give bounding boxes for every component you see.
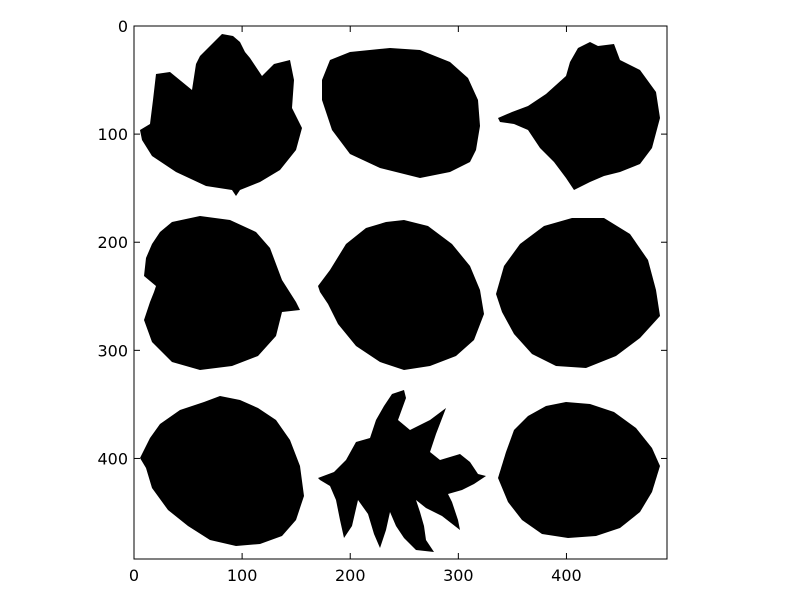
y-tick-label: 200 (97, 233, 128, 252)
axis-ticks: 0 100 200 300 400 0 100 200 300 400 (97, 17, 667, 585)
leaf-silhouette-3 (498, 42, 660, 190)
leaf-silhouette-1 (140, 34, 302, 196)
leaf-silhouette-7 (140, 396, 304, 546)
leaf-silhouette-2 (322, 48, 480, 178)
y-tick-label: 300 (97, 341, 128, 360)
plot-area (140, 34, 660, 552)
y-tick-label: 100 (97, 125, 128, 144)
leaf-silhouette-4 (144, 216, 300, 370)
leaf-silhouette-6 (496, 218, 660, 368)
axes-frame (133, 25, 668, 560)
leaf-silhouette-5 (318, 220, 484, 370)
x-tick-label: 0 (129, 566, 139, 585)
leaf-silhouette-9 (498, 402, 660, 538)
x-tick-label: 200 (335, 566, 366, 585)
y-tick-label: 400 (97, 449, 128, 468)
x-tick-label: 100 (227, 566, 258, 585)
x-tick-label: 400 (551, 566, 582, 585)
x-tick-label: 300 (443, 566, 474, 585)
leaf-silhouette-8 (318, 390, 486, 552)
y-tick-label: 0 (118, 17, 128, 36)
